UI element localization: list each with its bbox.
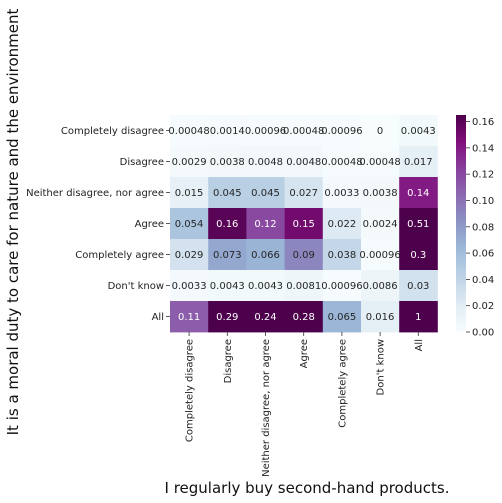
x-tick-label: All <box>414 339 425 351</box>
cell-value-label: 0.29 <box>216 312 238 323</box>
cell-value-label: 0.00048 <box>168 126 209 137</box>
colorbar-tick-label: 0.06 <box>472 249 494 260</box>
cell-value-label: 0.00096 <box>321 126 362 137</box>
x-tick-label: Completely disagree <box>185 339 196 442</box>
cell-value-label: 0.0048 <box>248 157 283 168</box>
cell-value-label: 0.24 <box>254 312 276 323</box>
y-tick-label: Agree <box>135 219 164 230</box>
colorbar-tick-label: 0.16 <box>472 117 494 128</box>
colorbar-tick-label: 0.04 <box>472 275 494 286</box>
colorbar: 0.00 0.02 0.04 0.06 0.08 0.10 0.12 0.14 0.16 <box>456 115 494 339</box>
cell-value-label: 0.03 <box>407 281 429 292</box>
cell-value-label: 0.0033 <box>324 188 359 199</box>
cell-value-label: 0.0038 <box>363 188 398 199</box>
cell-value-label: 0.09 <box>293 250 315 261</box>
cell-value-label: 0.51 <box>407 219 429 230</box>
x-axis-ticks: Completely disagree Disagree Neither disag… <box>185 332 425 477</box>
cell-value-label: 0.015 <box>175 188 204 199</box>
x-tick-label: Agree <box>299 339 310 368</box>
cell-value-label: 0.12 <box>254 219 276 230</box>
y-axis-title: It is a moral duty to care for nature an… <box>4 9 22 436</box>
cell-value-label: 0.065 <box>328 312 357 323</box>
cell-value-label: 0.073 <box>213 250 242 261</box>
cell-value-label: 0.14 <box>407 188 429 199</box>
cell-value-label: 0.00048 <box>321 157 362 168</box>
x-tick-label: Neither disagree, nor agree <box>261 339 272 477</box>
colorbar-tick-label: 0.02 <box>472 301 494 312</box>
cell-value-label: 0.054 <box>175 219 204 230</box>
cell-value-label: 0.045 <box>251 188 280 199</box>
cell-value-label: 0.16 <box>216 219 238 230</box>
y-axis-ticks: Completely disagree Disagree Neither disag… <box>26 126 170 323</box>
cell-value-label: 0.017 <box>404 157 433 168</box>
cell-value-label: 0.045 <box>213 188 242 199</box>
cell-value-label: 0.3 <box>410 250 426 261</box>
cell-value-label: 0.00048 <box>283 126 324 137</box>
colorbar-tick-label: 0.14 <box>472 143 494 154</box>
cell-value-label: 0.00096 <box>321 281 362 292</box>
y-tick-label: Don't know <box>108 281 164 292</box>
y-tick-label: Completely disagree <box>61 126 164 137</box>
cell-value-label: 0.0014 <box>210 126 245 137</box>
cell-value-label: 0.0043 <box>210 281 245 292</box>
cell-value-label: 0.0081 <box>286 281 321 292</box>
x-tick-label: Completely agree <box>337 339 348 428</box>
cell-value-label: 0.022 <box>328 219 357 230</box>
x-tick-label: Disagree <box>223 339 234 383</box>
colorbar-gradient <box>456 115 466 332</box>
cell-value-label: 0.0048 <box>286 157 321 168</box>
cell-value-label: 0.00096 <box>245 126 286 137</box>
cell-value-label: 0.0024 <box>363 219 398 230</box>
cell-value-label: 0.28 <box>293 312 315 323</box>
cell-value-label: 1 <box>415 312 421 323</box>
cell-value-label: 0.0029 <box>172 157 207 168</box>
cell-value-label: 0.0043 <box>401 126 436 137</box>
colorbar-tick-label: 0.12 <box>472 170 494 181</box>
cell-value-label: 0.027 <box>289 188 318 199</box>
y-tick-label: Neither disagree, nor agree <box>26 188 164 199</box>
cell-value-label: 0.029 <box>175 250 204 261</box>
colorbar-tick-label: 0.10 <box>472 196 494 207</box>
cell-value-label: 0.066 <box>251 250 280 261</box>
y-tick-label: All <box>152 312 164 323</box>
colorbar-tick-label: 0.00 <box>472 328 494 339</box>
cell-value-label: 0.00048 <box>359 157 400 168</box>
cell-value-label: 0 <box>377 126 383 137</box>
cell-value-label: 0.0043 <box>248 281 283 292</box>
colorbar-tick-label: 0.08 <box>472 222 494 233</box>
cell-value-label: 0.038 <box>328 250 357 261</box>
cell-value-label: 0.0033 <box>172 281 207 292</box>
cell-value-label: 0.00096 <box>359 250 400 261</box>
cell-value-label: 0.0038 <box>210 157 245 168</box>
x-tick-label: Don't know <box>376 339 387 395</box>
cell-value-label: 0.11 <box>178 312 200 323</box>
cell-value-label: 0.15 <box>293 219 315 230</box>
x-axis-title: I regularly buy second-hand products. <box>165 479 450 497</box>
cell-value-label: 0.016 <box>366 312 395 323</box>
cell-value-label: 0.0086 <box>363 281 398 292</box>
y-tick-label: Completely agree <box>75 250 164 261</box>
y-tick-label: Disagree <box>120 157 164 168</box>
